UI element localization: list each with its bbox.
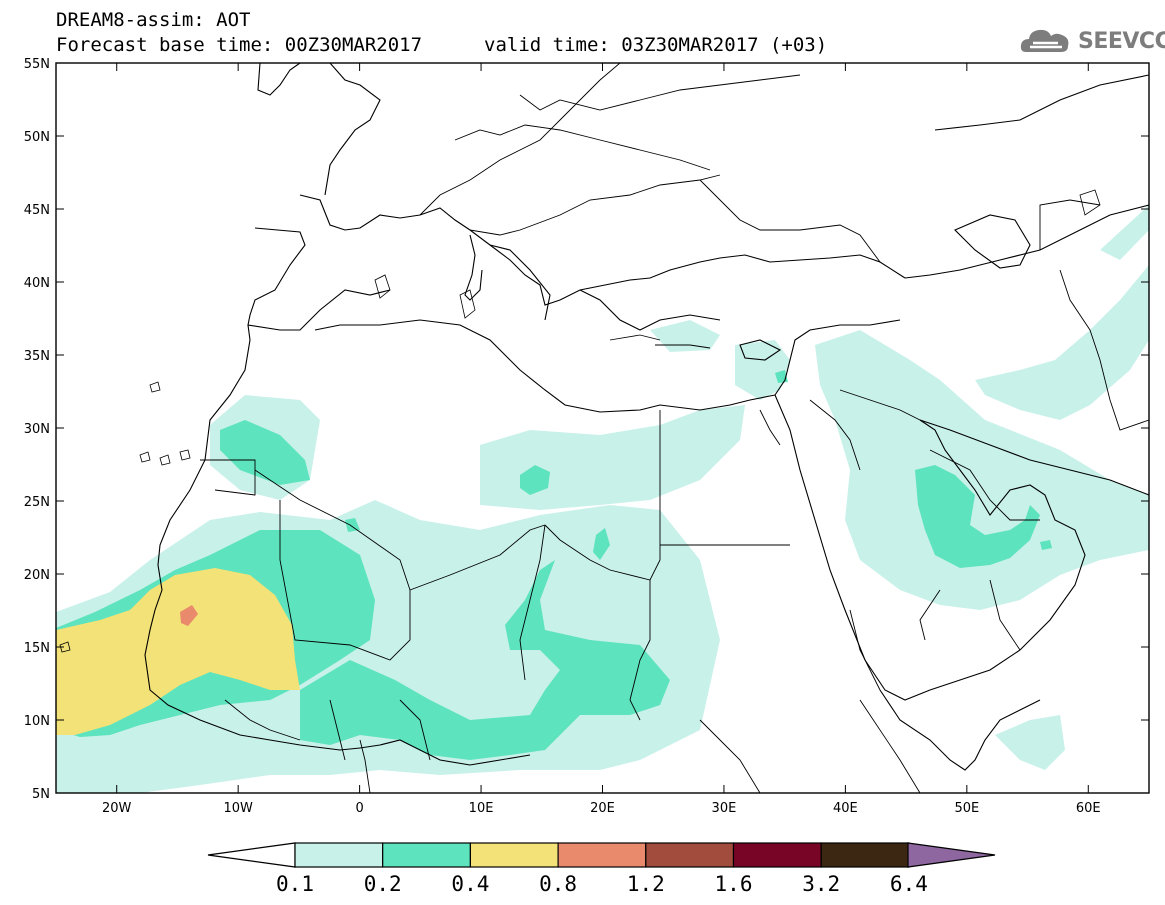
colorbar-label: 0.8 xyxy=(539,872,578,896)
colorbar xyxy=(207,842,996,868)
lat-label: 55N xyxy=(24,57,50,72)
lat-label: 5N xyxy=(32,787,50,802)
axis-ticks xyxy=(56,62,1149,794)
lat-label: 40N xyxy=(24,276,50,291)
lat-label: 45N xyxy=(24,203,50,218)
colorbar-label: 0.1 xyxy=(276,872,314,896)
colorbar-low-arrow xyxy=(207,842,296,868)
lat-label: 10N xyxy=(24,714,50,729)
lon-label: 0 xyxy=(355,801,363,816)
lat-label: 15N xyxy=(24,641,50,656)
colorbar-label: 6.4 xyxy=(889,872,928,896)
seevccc-logo: SEEVCCC xyxy=(1018,26,1165,56)
colorbar-label: 1.2 xyxy=(626,872,665,896)
lon-label: 60E xyxy=(1076,801,1101,816)
colorbar-label: 0.2 xyxy=(363,872,402,896)
colorbar-label: 3.2 xyxy=(802,872,841,896)
coastlines xyxy=(144,63,1149,771)
lat-label: 25N xyxy=(24,495,50,510)
valid-time: valid time: 03Z30MAR2017 (+03) xyxy=(484,34,828,56)
lon-label: 10E xyxy=(469,801,494,816)
lon-label: 50E xyxy=(954,801,979,816)
forecast-base-time: Forecast base time: 00Z30MAR2017 xyxy=(56,34,423,56)
cloud-logo-icon xyxy=(1020,29,1069,52)
colorbar-box xyxy=(820,842,910,868)
country-borders xyxy=(200,63,1149,793)
colorbar-box xyxy=(382,842,472,868)
colorbar-box xyxy=(469,842,559,868)
colorbar-box xyxy=(294,842,384,868)
lon-label: 20E xyxy=(590,801,615,816)
colorbar-high-arrow xyxy=(907,842,996,868)
aot-level-0-8 xyxy=(180,605,198,626)
product-title: DREAM8-assim: AOT xyxy=(56,9,251,31)
aot-level-0-4 xyxy=(56,568,300,735)
lon-label: 30E xyxy=(712,801,737,816)
colorbar-box xyxy=(645,842,735,868)
lat-label: 50N xyxy=(24,130,50,145)
aot-field xyxy=(56,63,1149,793)
lon-label: 10W xyxy=(223,801,253,816)
latitude-labels: 55N 50N 45N 40N 35N 30N 25N 20N 15N 10N 5N xyxy=(24,57,50,802)
longitude-labels: 20W 10W 0 10E 20E 30E 40E 50E 60E xyxy=(102,801,1101,816)
colorbar-box xyxy=(732,842,822,868)
colorbar-label: 1.6 xyxy=(714,872,753,896)
lat-label: 35N xyxy=(24,349,50,364)
colorbar-label: 0.4 xyxy=(451,872,490,896)
logo-text: SEEVCCC xyxy=(1078,28,1165,54)
lon-label: 20W xyxy=(102,801,132,816)
lat-label: 20N xyxy=(24,568,50,583)
colorbar-box xyxy=(557,842,647,868)
lon-label: 40E xyxy=(833,801,858,816)
islands xyxy=(59,189,1101,653)
lat-label: 30N xyxy=(24,422,50,437)
